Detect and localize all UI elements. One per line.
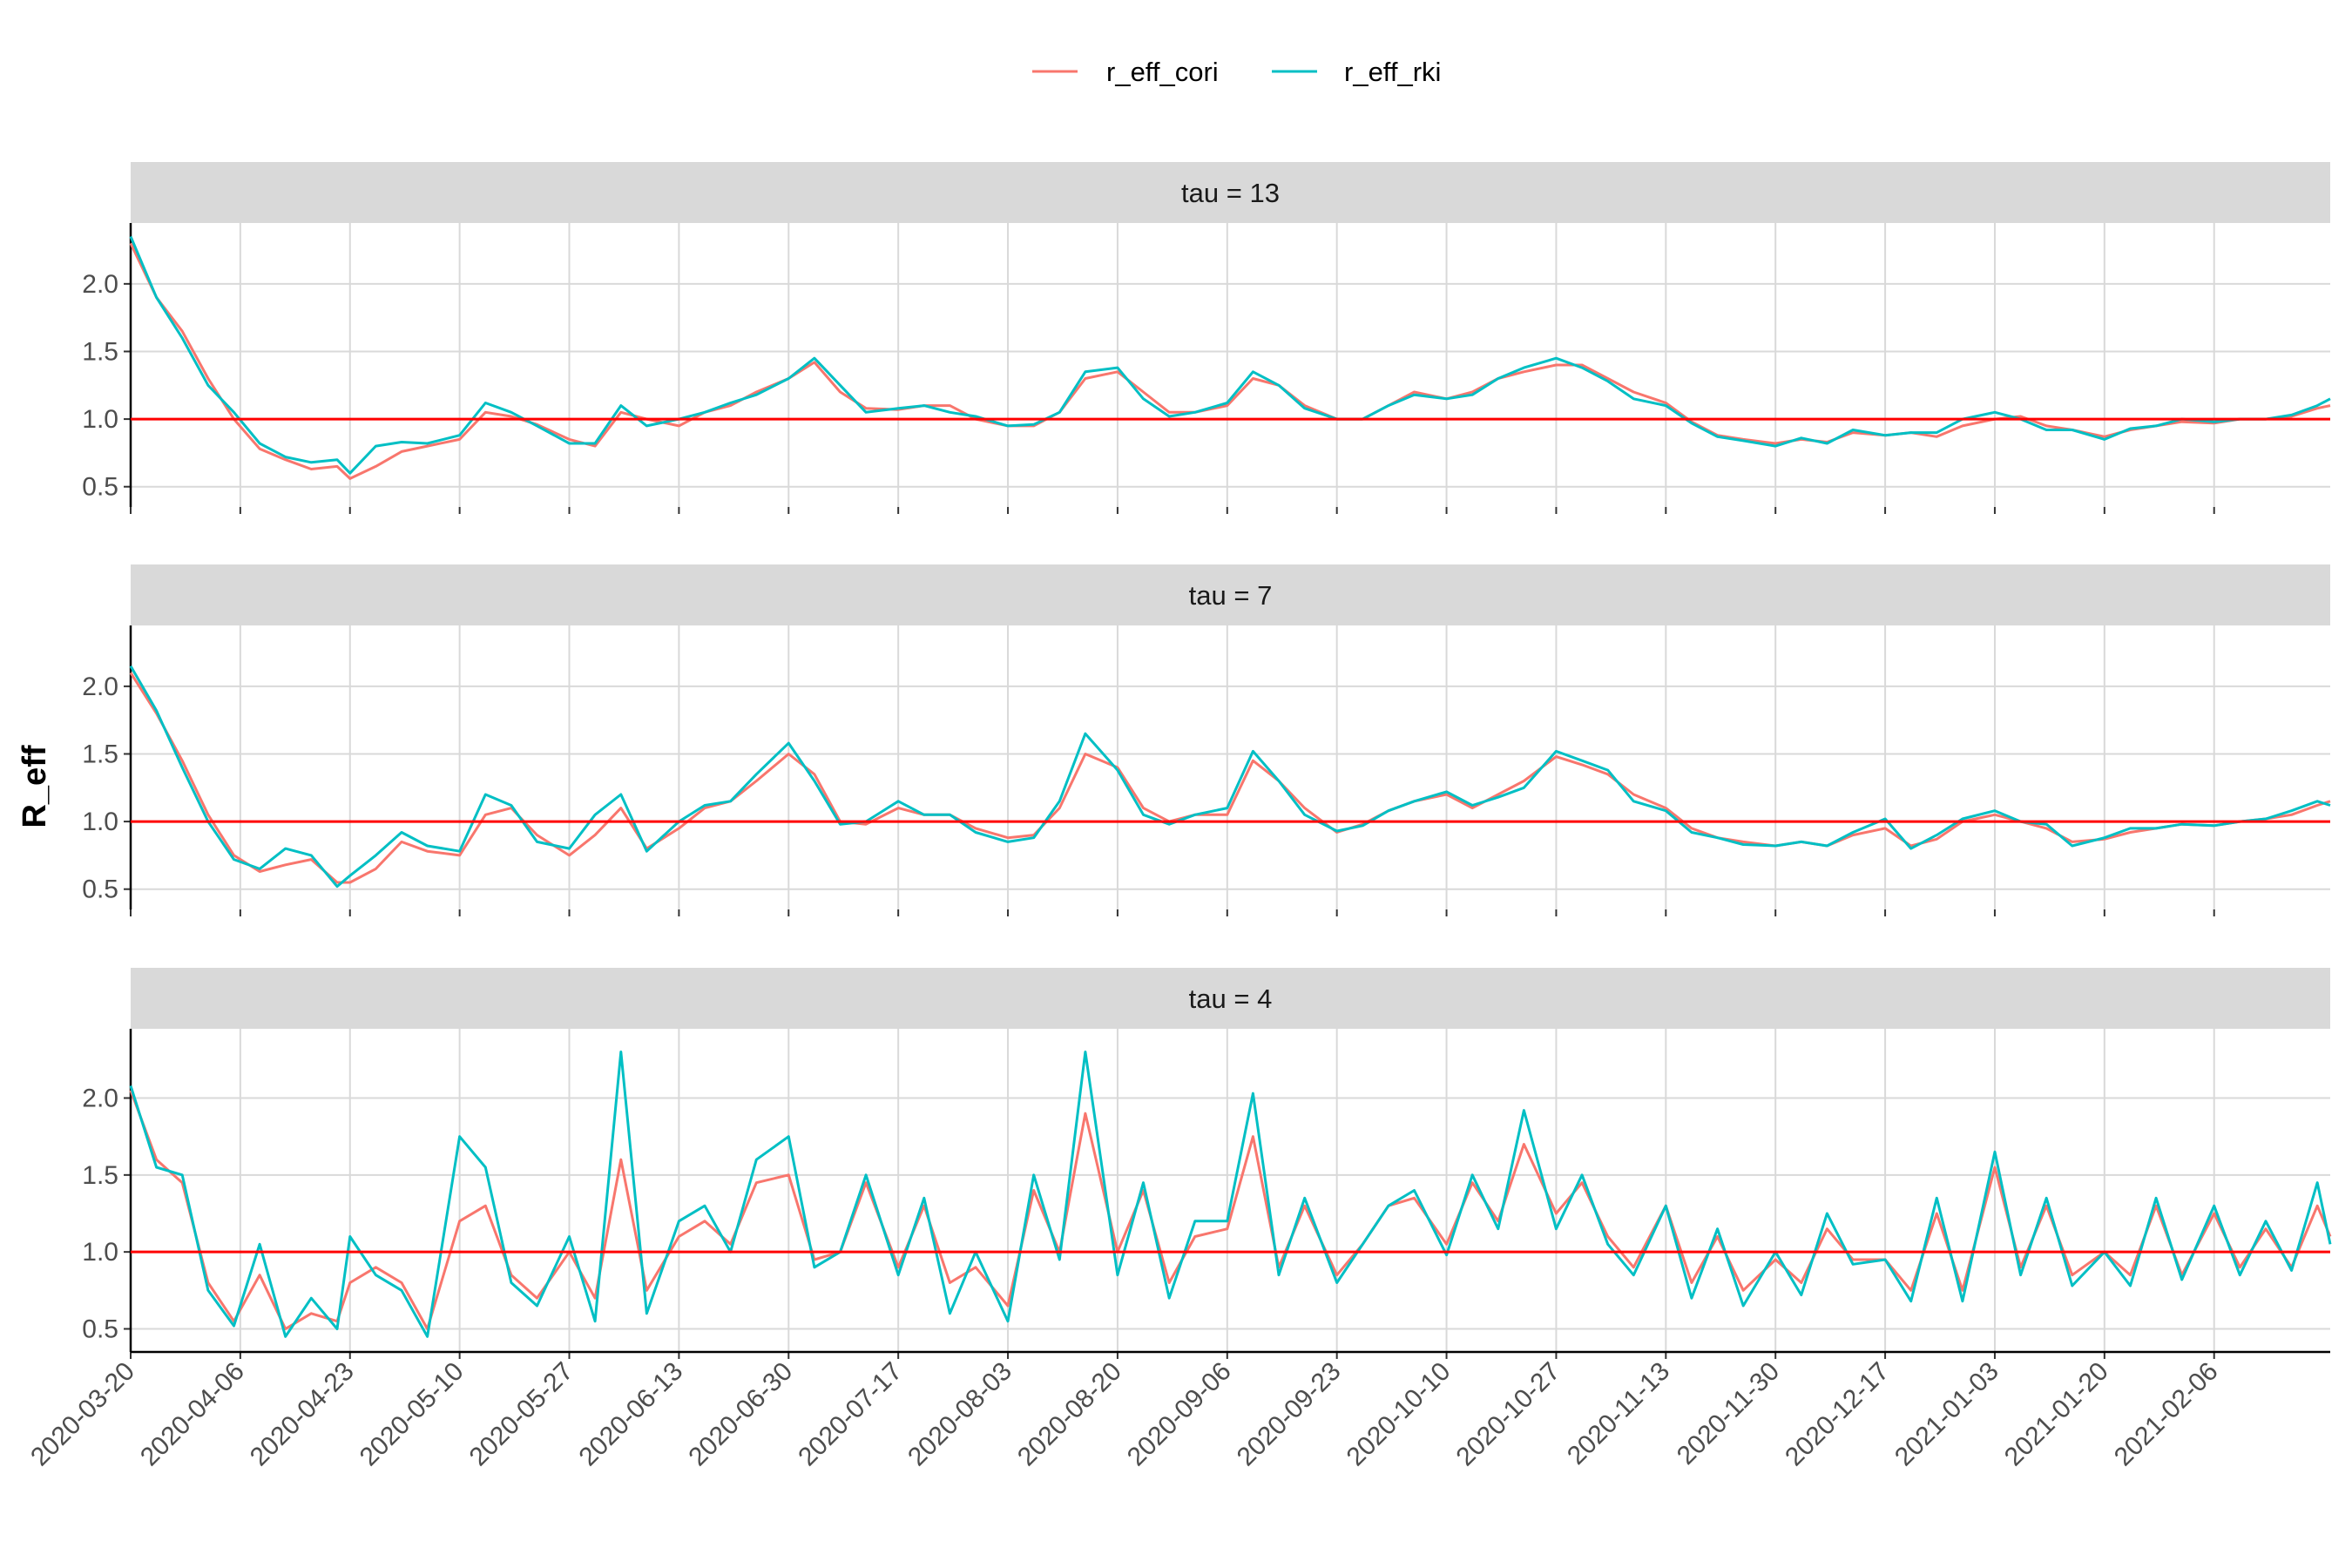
panel-strip bbox=[131, 564, 2330, 625]
y-tick-label: 1.5 bbox=[82, 337, 118, 366]
y-tick-label: 1.0 bbox=[82, 405, 118, 434]
legend: r_eff_cori r_eff_rki bbox=[1032, 57, 1441, 87]
panel-strip bbox=[131, 968, 2330, 1029]
legend-label-r_eff_rki: r_eff_rki bbox=[1344, 57, 1441, 87]
y-tick-label: 2.0 bbox=[82, 1085, 118, 1113]
y-tick-label: 1.0 bbox=[82, 1238, 118, 1267]
legend-label-r_eff_cori: r_eff_cori bbox=[1106, 57, 1219, 87]
y-tick-label: 0.5 bbox=[82, 1315, 118, 1344]
y-tick-label: 1.0 bbox=[82, 808, 118, 836]
y-tick-label: 2.0 bbox=[82, 270, 118, 299]
y-tick-label: 0.5 bbox=[82, 875, 118, 904]
y-tick-label: 2.0 bbox=[82, 672, 118, 701]
panel-strip-label: tau = 4 bbox=[1189, 983, 1273, 1014]
series-line-r_eff_rki bbox=[129, 235, 2331, 475]
panel-strip bbox=[131, 162, 2330, 223]
panel-strip-label: tau = 7 bbox=[1189, 580, 1273, 611]
panel-2: tau = 7 0.5 1.0 1.5 2.0 bbox=[82, 564, 2331, 916]
y-axis-label: R_eff bbox=[17, 745, 53, 828]
y-tick-label: 1.5 bbox=[82, 1161, 118, 1190]
y-tick-label: 0.5 bbox=[82, 473, 118, 502]
panel-1: tau = 13 0.5 1.0 1.5 2.0 bbox=[82, 162, 2331, 514]
y-tick-label: 1.5 bbox=[82, 740, 118, 768]
panel-3: tau = 4 0.5 1.0 1.5 2.0 bbox=[82, 968, 2332, 1359]
panel-strip-label: tau = 13 bbox=[1181, 178, 1280, 208]
series-line-r_eff_cori bbox=[129, 242, 2331, 480]
series-line-r_eff_rki bbox=[129, 665, 2331, 889]
series-line-r_eff_cori bbox=[129, 672, 2331, 884]
